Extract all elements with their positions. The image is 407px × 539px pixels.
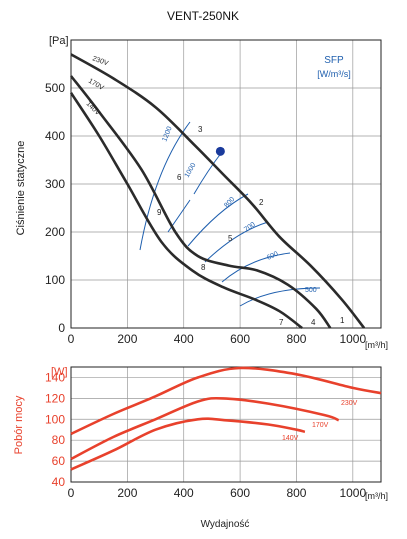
sfp-curves bbox=[139, 121, 321, 307]
top-plot-frame bbox=[70, 39, 382, 329]
point-label-8: 8 bbox=[201, 263, 206, 272]
y-tick-label: 120 bbox=[45, 391, 65, 405]
bottom-x-tick-labels: 0 200 400 600 800 1000 bbox=[68, 486, 367, 500]
point-label-7: 7 bbox=[279, 318, 284, 327]
x-tick-label: 200 bbox=[117, 332, 137, 346]
y-tick-label: 100 bbox=[45, 273, 65, 287]
top-series-label-170V: 170V bbox=[87, 78, 105, 92]
bottom-y-label: Pobór mocy bbox=[13, 395, 25, 454]
y-tick-label: 100 bbox=[45, 412, 65, 426]
bottom-plot-frame bbox=[70, 366, 382, 483]
top-y-tick-labels: 0 100 200 300 400 500 bbox=[45, 81, 65, 335]
top-y-unit: [Pa] bbox=[49, 35, 69, 47]
point-label-5: 5 bbox=[228, 234, 233, 243]
bottom-series-line-140V bbox=[70, 417, 306, 471]
point-label-6: 6 bbox=[177, 173, 182, 182]
sfp-label: SFP bbox=[324, 55, 344, 66]
sfp-curve-700 bbox=[204, 221, 269, 263]
x-tick-label: 1000 bbox=[339, 486, 366, 500]
x-tick-label: 0 bbox=[68, 332, 75, 346]
top-series-label-140V: 140V bbox=[85, 100, 102, 117]
top-x-tick-labels: 0 200 400 600 800 1000 bbox=[68, 332, 367, 346]
bottom-x-unit: [m³/h] bbox=[365, 491, 388, 501]
sfp-label-800: 800 bbox=[223, 196, 236, 209]
top-point-labels: 1 2 3 4 5 6 7 8 9 bbox=[157, 125, 345, 327]
sfp-unit: [W/m³/s] bbox=[317, 69, 351, 79]
x-tick-label: 400 bbox=[174, 486, 194, 500]
y-tick-label: 60 bbox=[52, 454, 66, 468]
y-tick-label: 200 bbox=[45, 225, 65, 239]
sfp-curve-800 bbox=[187, 193, 249, 247]
y-tick-label: 400 bbox=[45, 129, 65, 143]
top-series-line-230V bbox=[70, 53, 366, 329]
sfp-label-1200: 1200 bbox=[161, 126, 173, 143]
point-label-2: 2 bbox=[259, 198, 264, 207]
sfp-label-600: 600 bbox=[266, 250, 280, 261]
bottom-y-tick-labels: 40 60 80 100 120 140 bbox=[45, 370, 65, 489]
sfp-label-500: 500 bbox=[305, 287, 317, 294]
point-label-4: 4 bbox=[311, 318, 316, 327]
bottom-series bbox=[70, 366, 382, 471]
y-tick-label: 300 bbox=[45, 177, 65, 191]
x-tick-label: 1000 bbox=[339, 332, 366, 346]
top-series bbox=[69, 53, 366, 330]
y-tick-label: 0 bbox=[58, 321, 65, 335]
x-tick-label: 400 bbox=[174, 332, 194, 346]
top-x-unit: [m³/h] bbox=[365, 340, 388, 350]
operating-point-marker bbox=[215, 146, 225, 156]
sfp-curve-500 bbox=[239, 287, 321, 307]
x-tick-label: 200 bbox=[117, 486, 137, 500]
y-tick-label: 80 bbox=[52, 433, 66, 447]
y-tick-label: 140 bbox=[45, 370, 65, 384]
top-gridlines bbox=[71, 40, 381, 328]
x-tick-label: 600 bbox=[230, 486, 250, 500]
point-label-9: 9 bbox=[157, 208, 162, 217]
sfp-curve-600 bbox=[221, 252, 291, 283]
point-label-1: 1 bbox=[340, 316, 345, 325]
y-tick-label: 500 bbox=[45, 81, 65, 95]
bottom-series-label-230V: 230V bbox=[341, 400, 358, 407]
bottom-x-label: Wydajność bbox=[201, 519, 250, 530]
bottom-y-unit: [W] bbox=[51, 366, 68, 378]
bottom-series-line-230V bbox=[70, 366, 382, 436]
bottom-series-label-170V: 170V bbox=[312, 422, 329, 429]
top-series-line-170V bbox=[69, 75, 332, 329]
x-tick-label: 600 bbox=[230, 332, 250, 346]
top-y-label: Ciśnienie statyczne bbox=[15, 141, 27, 236]
sfp-curve-labels: 500 600 700 800 1000 1200 bbox=[161, 126, 316, 294]
x-tick-label: 0 bbox=[68, 486, 75, 500]
x-tick-label: 800 bbox=[286, 486, 306, 500]
bottom-series-label-140V: 140V bbox=[282, 435, 299, 442]
point-label-3: 3 bbox=[198, 125, 203, 134]
x-tick-label: 800 bbox=[286, 332, 306, 346]
chart-title: VENT-250NK bbox=[167, 9, 239, 23]
y-tick-label: 40 bbox=[52, 475, 66, 489]
top-series-line-140V bbox=[69, 92, 303, 330]
bottom-series-line-170V bbox=[70, 396, 340, 461]
sfp-label-1000: 1000 bbox=[184, 162, 198, 179]
